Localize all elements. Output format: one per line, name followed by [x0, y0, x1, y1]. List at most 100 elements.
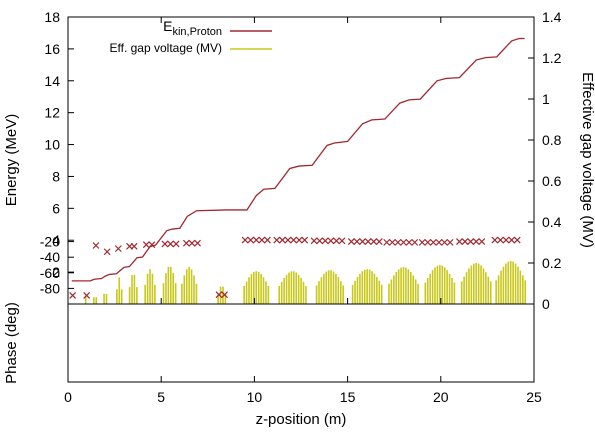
- phase-point: [148, 241, 156, 249]
- phase-point: [167, 240, 174, 248]
- phase-point-stroke: [252, 236, 260, 244]
- phase-point: [215, 291, 223, 299]
- x-axis-ticks: 0 5 10 15 20 25: [64, 376, 542, 405]
- phase-point: [188, 239, 196, 247]
- gap-voltage-tick-label: 0.6: [542, 173, 562, 189]
- phase-point: [130, 242, 138, 250]
- phase-point-stroke: [83, 291, 91, 299]
- phase-point: [359, 238, 366, 246]
- phase-point: [347, 238, 355, 246]
- phase-point: [424, 238, 432, 246]
- phase-point-stroke: [142, 241, 150, 249]
- phase-tick-label: -60: [40, 265, 60, 281]
- phase-point-stroke: [338, 237, 346, 245]
- bottom-panel: -80-60-40-20 0 5 10 15 20 25 Phase (deg) z-po…: [3, 234, 542, 428]
- phase-point-stroke: [411, 238, 419, 246]
- phase-point-stroke: [290, 236, 297, 244]
- phase-point: [295, 236, 303, 244]
- gap-voltage-tick-label: 0.2: [542, 255, 562, 271]
- phase-point: [310, 237, 318, 245]
- gap-voltage-tick-label: 1.2: [542, 50, 562, 66]
- top-panel-x-ticks: [67, 17, 535, 304]
- phase-point: [441, 238, 448, 246]
- phase-point: [388, 238, 396, 246]
- phase-point: [327, 237, 335, 245]
- phase-point: [375, 238, 383, 246]
- phase-point: [364, 238, 372, 246]
- energy-tick-label: 4: [52, 232, 60, 248]
- phase-point-stroke: [130, 242, 138, 250]
- phase-point-stroke: [441, 238, 448, 246]
- phase-point-stroke: [359, 238, 366, 246]
- phase-point-stroke: [310, 237, 318, 245]
- phase-point-stroke: [264, 236, 271, 244]
- phase-point-stroke: [273, 236, 281, 244]
- top-panel: 2 4 6 8 10 12 14 16 18 0 0.2 0.4 0.6 0.8 1 1.2 1.4 Ener…: [3, 9, 595, 312]
- phase-point: [290, 236, 297, 244]
- phase-point-stroke: [418, 238, 426, 246]
- gap-voltage-tick-label: 0.8: [542, 132, 562, 148]
- gap-voltage-tick-label: 1.4: [542, 9, 562, 25]
- phase-point-stroke: [221, 291, 229, 299]
- phase-point: [194, 239, 201, 247]
- phase-point-stroke: [241, 236, 249, 244]
- phase-point: [478, 238, 486, 246]
- phase-point-stroke: [278, 236, 286, 244]
- phase-point: [92, 242, 100, 249]
- phase-point-stroke: [321, 237, 329, 245]
- phase-point-stroke: [461, 238, 469, 246]
- phase-axis-ticks: -80-60-40-20: [40, 234, 74, 296]
- phase-point: [114, 245, 122, 253]
- phase-axis-label: Phase (deg): [3, 302, 20, 384]
- gap-voltage-axis-label: Effective gap voltage (MV): [579, 72, 595, 248]
- top-panel-frame: [67, 16, 535, 305]
- phase-point-stroke: [456, 238, 463, 246]
- phase-point-stroke: [429, 238, 437, 246]
- phase-point-stroke: [383, 238, 391, 246]
- phase-point: [394, 238, 402, 246]
- legend-energy-sub: kin,Proton: [172, 26, 222, 38]
- phase-point: [456, 238, 463, 246]
- phase-point: [411, 238, 419, 246]
- phase-point: [69, 291, 77, 299]
- phase-point-stroke: [258, 236, 266, 244]
- energy-series-line: [71, 37, 525, 282]
- phase-point-stroke: [478, 238, 486, 246]
- phase-point-stroke: [188, 239, 196, 247]
- phase-point: [321, 237, 329, 245]
- phase-point-stroke: [332, 237, 340, 245]
- phase-point-stroke: [513, 236, 521, 244]
- phase-point-stroke: [435, 238, 443, 246]
- phase-point: [491, 236, 499, 244]
- phase-tick-label: -20: [40, 234, 60, 250]
- phase-point-stroke: [327, 237, 335, 245]
- phase-point-stroke: [405, 238, 413, 246]
- phase-point-stroke: [508, 236, 516, 244]
- phase-point-stroke: [467, 238, 475, 246]
- phase-point: [103, 248, 111, 256]
- phase-point: [497, 236, 504, 244]
- phase-point-stroke: [172, 240, 180, 248]
- x-tick-label: 25: [526, 389, 542, 405]
- phase-point: [284, 236, 292, 244]
- phase-point-stroke: [69, 291, 77, 299]
- phase-point: [247, 236, 255, 244]
- energy-tick-label: 14: [44, 73, 60, 89]
- energy-tick-label: 16: [44, 41, 60, 57]
- legend-energy-main: E: [163, 18, 172, 34]
- phase-point-stroke: [114, 245, 122, 253]
- phase-point-stroke: [394, 238, 402, 246]
- phase-point-stroke: [424, 238, 432, 246]
- phase-point: [182, 239, 190, 247]
- phase-point-stroke: [388, 238, 396, 246]
- phase-point: [446, 238, 454, 246]
- phase-point: [467, 238, 475, 246]
- phase-point: [400, 238, 407, 246]
- phase-point-stroke: [497, 236, 504, 244]
- phase-point: [172, 240, 180, 248]
- phase-point-stroke: [375, 238, 383, 246]
- phase-point-stroke: [182, 239, 190, 247]
- energy-axis-label: Energy (MeV): [3, 114, 20, 207]
- gap-voltage-tick-label: 0: [542, 296, 550, 312]
